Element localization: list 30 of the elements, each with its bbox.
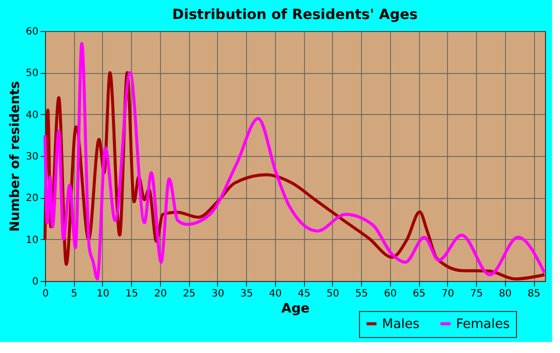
x-tick-label: 20: [154, 288, 167, 300]
x-tick-label: 10: [96, 288, 110, 300]
y-tick-label: 10: [26, 234, 38, 246]
y-axis-title: Number of residents: [8, 80, 23, 232]
x-axis-title: Age: [281, 302, 310, 316]
x-tick-label: 60: [384, 288, 397, 300]
legend-label: Males: [382, 316, 420, 332]
y-tick-label: 20: [26, 193, 38, 204]
legend-label: Females: [456, 316, 510, 332]
x-tick-label: 5: [71, 288, 78, 300]
x-tick-label: 0: [42, 288, 49, 300]
x-tick-label: 85: [528, 288, 540, 300]
y-tick-label: 30: [26, 152, 38, 162]
y-tick-label: 60: [26, 26, 38, 38]
x-tick-label: 15: [125, 288, 138, 300]
x-tick-label: 45: [298, 288, 310, 300]
x-tick-label: 55: [355, 288, 368, 300]
chart-title: Distribution of Residents' Ages: [172, 7, 418, 23]
x-tick-label: 40: [269, 288, 282, 300]
x-tick-label: 75: [470, 288, 483, 300]
y-tick-label: 0: [32, 276, 38, 288]
x-tick-label: 70: [441, 288, 454, 300]
y-tick-label: 50: [26, 68, 38, 80]
x-tick-label: 30: [212, 288, 224, 300]
x-tick-label: 65: [412, 288, 426, 300]
x-tick-label: 80: [498, 288, 512, 300]
x-tick-label: 25: [182, 288, 196, 300]
y-tick-label: 40: [26, 110, 38, 121]
x-tick-label: 35: [240, 288, 254, 300]
x-tick-label: 50: [326, 288, 340, 300]
